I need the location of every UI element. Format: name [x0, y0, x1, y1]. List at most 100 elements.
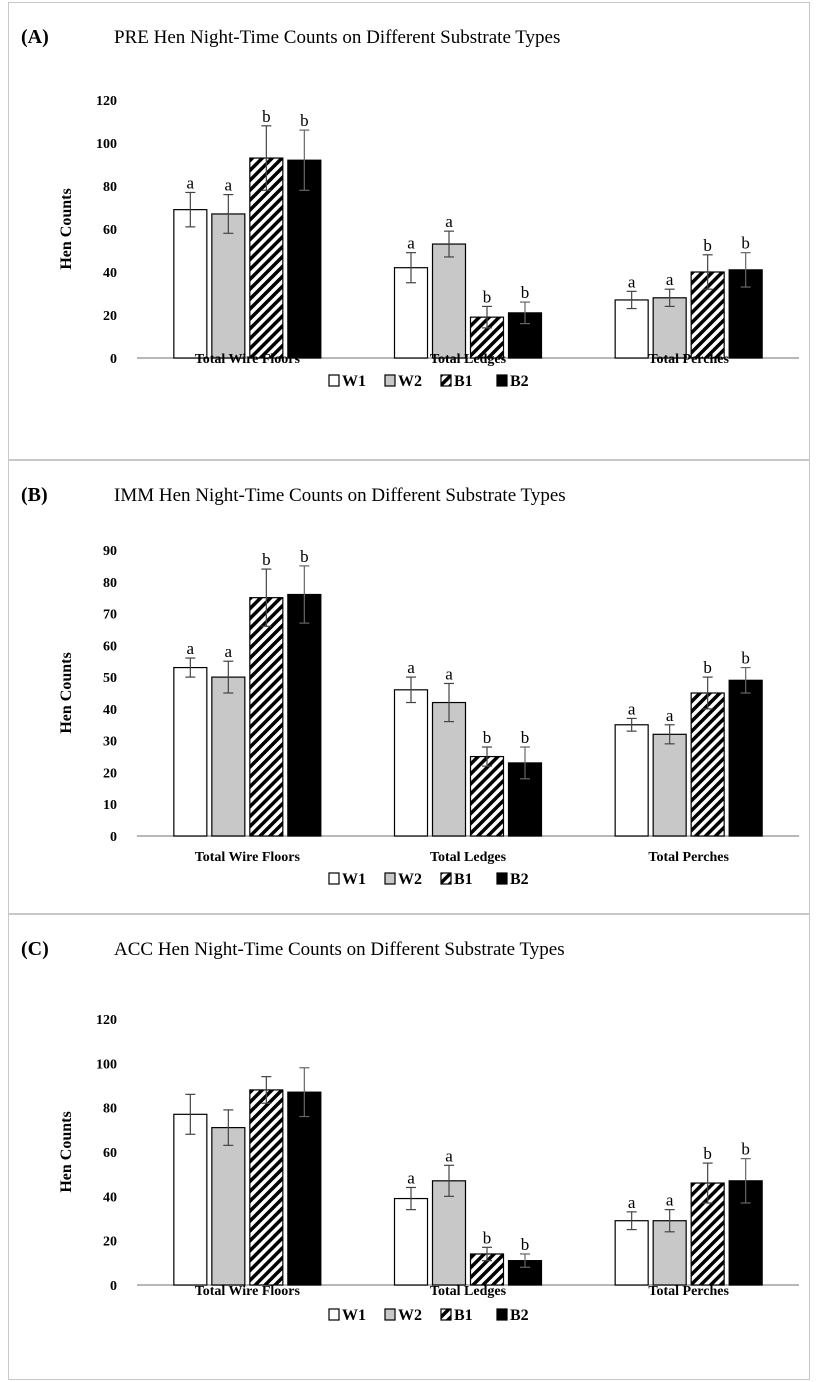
legend-label-w1: W1 — [342, 1307, 366, 1324]
legend-label-b1: B1 — [454, 871, 473, 888]
legend-label-w2: W2 — [398, 871, 422, 888]
legend-swatch-b1 — [440, 872, 452, 885]
panel-label: (B) — [21, 484, 48, 506]
significance-letter: b — [741, 234, 750, 253]
y-tick-label: 60 — [103, 639, 117, 654]
y-tick-label: 120 — [96, 1013, 117, 1028]
y-axis-label: Hen Counts — [58, 188, 75, 269]
y-tick-label: 10 — [103, 798, 117, 813]
y-tick-label: 50 — [103, 671, 117, 686]
bar-w1 — [393, 689, 429, 837]
significance-letter: a — [445, 1146, 453, 1165]
legend-label-w1: W1 — [342, 871, 366, 888]
significance-letter: a — [407, 1168, 415, 1187]
bar-w1 — [173, 666, 208, 837]
significance-letter: a — [628, 1193, 636, 1212]
bar-w1 — [614, 724, 649, 837]
category-label: Total Perches — [648, 352, 729, 367]
legend-swatch-w2 — [384, 872, 396, 885]
y-axis-label: Hen Counts — [58, 652, 75, 733]
legend-label-w2: W2 — [398, 373, 422, 390]
category-label: Total Perches — [648, 850, 729, 865]
significance-letter: b — [521, 728, 530, 747]
chart-c: (C) ACC Hen Night-Time Counts on Differen… — [21, 938, 799, 1324]
y-tick-label: 40 — [103, 703, 117, 718]
legend-swatch-w2 — [384, 1308, 396, 1321]
significance-letter: a — [445, 212, 453, 231]
y-tick-label: 40 — [103, 266, 117, 281]
significance-letter: b — [483, 287, 492, 306]
significance-letter: a — [407, 234, 415, 253]
bar-b1 — [249, 597, 284, 837]
y-tick-label: 70 — [103, 608, 117, 623]
y-tick-label: 90 — [103, 544, 117, 559]
significance-letter: b — [741, 649, 750, 668]
bar-w2 — [211, 676, 246, 837]
bar-w2 — [211, 213, 246, 359]
chart-panel-b: (B) IMM Hen Night-Time Counts on Differen… — [8, 460, 810, 914]
chart-b: (B) IMM Hen Night-Time Counts on Differen… — [21, 484, 799, 888]
significance-letter: b — [300, 547, 309, 566]
bar-b1 — [249, 1089, 284, 1286]
legend-swatch-w1 — [328, 1308, 340, 1321]
chart-panel-a: (A) PRE Hen Night-Time Counts on Differen… — [8, 2, 810, 460]
bar-w2 — [431, 1180, 467, 1286]
legend-label-b2: B2 — [510, 373, 529, 390]
y-tick-label: 100 — [96, 137, 117, 152]
significance-letter: b — [703, 1144, 712, 1163]
significance-letter: a — [225, 642, 233, 661]
legend-label-b1: B1 — [454, 1307, 473, 1324]
significance-letter: b — [741, 1140, 750, 1159]
y-tick-label: 0 — [110, 352, 117, 367]
significance-letter: b — [262, 107, 271, 126]
significance-letter: b — [521, 1235, 530, 1254]
significance-letter: a — [445, 664, 453, 683]
significance-letter: a — [666, 270, 674, 289]
panel-label: (C) — [21, 938, 49, 960]
significance-letter: b — [521, 283, 530, 302]
significance-letter: b — [300, 111, 309, 130]
category-label: Total Wire Floors — [195, 1284, 301, 1299]
category-label: Total Ledges — [430, 1284, 507, 1299]
bar-b2 — [728, 679, 763, 837]
bar-w2 — [211, 1127, 246, 1286]
significance-letter: b — [483, 1228, 492, 1247]
y-axis-label: Hen Counts — [58, 1111, 75, 1192]
significance-letter: a — [187, 639, 195, 658]
bar-b2 — [287, 1091, 322, 1286]
y-tick-label: 80 — [103, 180, 117, 195]
legend-swatch-b1 — [440, 1308, 452, 1321]
significance-letter: b — [703, 236, 712, 255]
chart-title: IMM Hen Night-Time Counts on Different S… — [114, 485, 566, 506]
legend-label-b1: B1 — [454, 373, 473, 390]
y-tick-label: 120 — [96, 94, 117, 109]
y-tick-label: 0 — [110, 830, 117, 845]
legend-label-w2: W2 — [398, 1307, 422, 1324]
bar-w2 — [652, 297, 687, 359]
category-label: Total Ledges — [430, 850, 507, 865]
significance-letter: a — [666, 1191, 674, 1210]
legend-swatch-b1 — [440, 374, 452, 387]
bar-b2 — [287, 593, 322, 837]
significance-letter: a — [225, 176, 233, 195]
category-label: Total Wire Floors — [195, 850, 301, 865]
legend-label-w1: W1 — [342, 373, 366, 390]
legend-swatch-w1 — [328, 374, 340, 387]
chart-panel-c: (C) ACC Hen Night-Time Counts on Differen… — [8, 914, 810, 1380]
chart-title: ACC Hen Night-Time Counts on Different S… — [114, 939, 565, 960]
bar-w1 — [173, 209, 208, 359]
y-tick-label: 0 — [110, 1279, 117, 1294]
legend-swatch-w2 — [384, 374, 396, 387]
legend-swatch-b2 — [496, 872, 508, 885]
y-tick-label: 80 — [103, 576, 117, 591]
significance-letter: a — [187, 173, 195, 192]
bar-w2 — [431, 243, 467, 359]
significance-letter: b — [703, 658, 712, 677]
y-tick-label: 30 — [103, 735, 117, 750]
bar-b1 — [690, 692, 725, 837]
bar-b2 — [287, 159, 322, 359]
chart-a: (A) PRE Hen Night-Time Counts on Differen… — [21, 26, 799, 390]
legend-swatch-b2 — [496, 1308, 508, 1321]
chart-title: PRE Hen Night-Time Counts on Different S… — [114, 27, 560, 48]
legend-swatch-b2 — [496, 374, 508, 387]
